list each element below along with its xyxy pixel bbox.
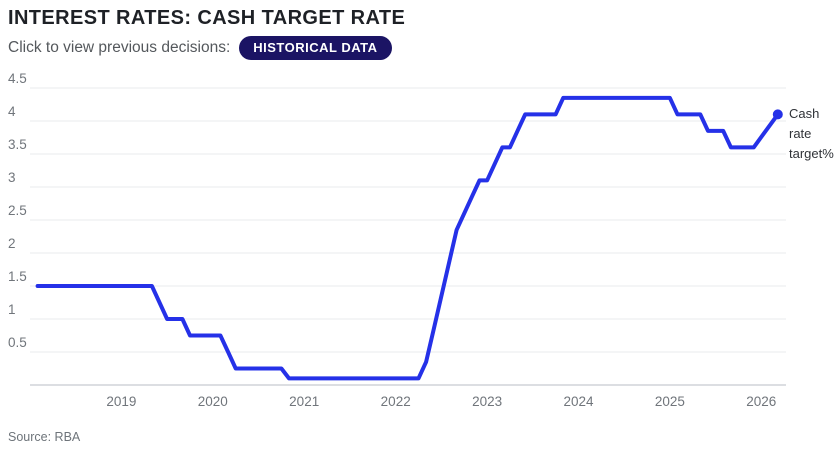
y-tick-label: 1.5	[8, 269, 27, 284]
chart-svg: 4.5 4 3.5 3 2.5 2 1.5 1 0.5 2019 2020 2021 2022 2023…	[8, 71, 786, 409]
x-tick-label: 2026	[746, 394, 776, 409]
y-tick-label: 2.5	[8, 203, 27, 218]
endpoint-dot	[772, 109, 783, 120]
y-tick-label: 0.5	[8, 335, 27, 350]
x-tick-label: 2025	[655, 394, 685, 409]
x-tick-label: 2021	[289, 394, 319, 409]
y-tick-label: 4	[8, 104, 16, 119]
series-end-label: Cash rate target%	[789, 106, 834, 161]
source-note: Source: RBA	[8, 430, 81, 444]
y-tick-label: 2	[8, 236, 16, 251]
y-tick-label: 3.5	[8, 137, 27, 152]
cash-rate-chart: 4.5 4 3.5 3 2.5 2 1.5 1 0.5 2019 2020 2021 2022 2023…	[0, 62, 836, 410]
y-axis-labels: 4.5 4 3.5 3 2.5 2 1.5 1 0.5	[8, 71, 27, 350]
y-tick-label: 4.5	[8, 71, 27, 86]
subtitle-row: Click to view previous decisions: HISTOR…	[8, 35, 836, 60]
x-tick-label: 2024	[563, 394, 594, 409]
x-tick-label: 2019	[106, 394, 136, 409]
historical-data-button[interactable]: HISTORICAL DATA	[239, 35, 392, 60]
page-title: INTEREST RATES: CASH TARGET RATE	[8, 7, 406, 29]
x-tick-label: 2020	[198, 394, 228, 409]
gridlines	[30, 87, 786, 386]
x-tick-label: 2023	[472, 394, 502, 409]
x-axis-labels: 2019 2020 2021 2022 2023 2024 2025 2026	[106, 394, 776, 409]
y-tick-label: 1	[8, 302, 16, 317]
x-tick-label: 2022	[381, 394, 411, 409]
rate-line	[35, 95, 780, 381]
subtitle-text: Click to view previous decisions:	[8, 38, 231, 56]
y-tick-label: 3	[8, 170, 16, 185]
